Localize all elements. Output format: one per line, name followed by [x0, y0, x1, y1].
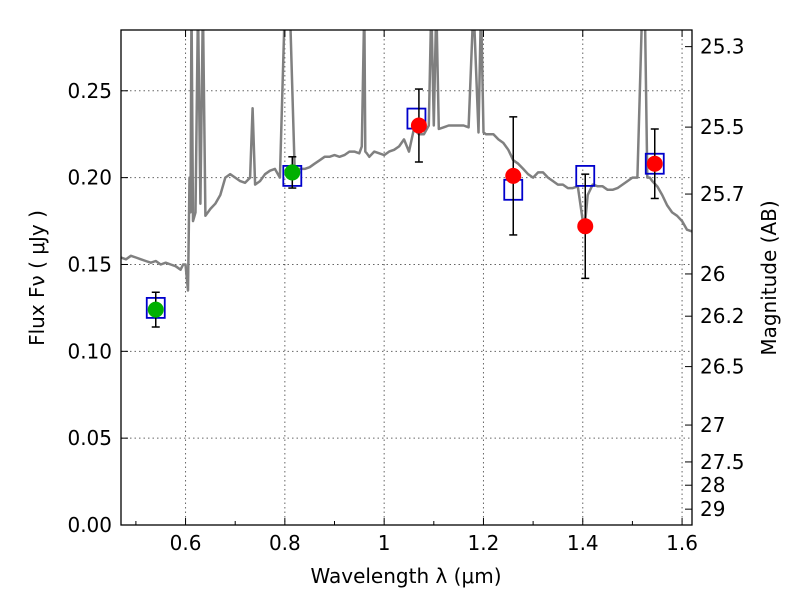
photometry-points [145, 88, 665, 328]
red-data-point [577, 218, 594, 235]
green-data-point [147, 301, 164, 318]
red-data-point [646, 155, 663, 172]
red-data-point [505, 167, 522, 184]
red-data-point [410, 117, 427, 134]
mag-tick-label: 25.5 [700, 115, 745, 139]
mag-tick-label: 28 [700, 473, 725, 497]
magnitude-axis-label: Magnitude (AB) [757, 200, 781, 355]
mag-tick-label: 25.3 [700, 35, 745, 59]
template-spectrum [121, 30, 692, 292]
spectrum-line [121, 30, 692, 292]
x-axis-label: Wavelength λ (μm) [310, 564, 501, 588]
x-tick-label: 1 [378, 531, 391, 555]
grid [121, 30, 692, 525]
x-tick-label: 1.2 [468, 531, 500, 555]
y-tick-label: 0.10 [67, 339, 112, 363]
y-tick-label: 0.25 [67, 79, 112, 103]
green-data-point [284, 164, 301, 181]
mag-tick-label: 26.2 [700, 304, 745, 328]
mag-tick-label: 26.5 [700, 355, 745, 379]
y-tick-label: 0.00 [67, 513, 112, 537]
x-tick-label: 0.8 [269, 531, 301, 555]
axis-ticks: 0.6 0.8 1 1.2 1.4 1.6 0.00 0.05 0.10 0.15 0.20 0.25… [67, 30, 745, 555]
x-tick-label: 1.6 [666, 531, 698, 555]
plot-frame [120, 29, 693, 526]
mag-tick-label: 27 [700, 413, 725, 437]
mag-tick-label: 29 [700, 497, 725, 521]
y-tick-label: 0.05 [67, 426, 112, 450]
y-axis-label: Flux Fν ( μJy ) [25, 210, 49, 346]
x-tick-label: 0.6 [170, 531, 202, 555]
mag-tick-label: 25.7 [700, 182, 745, 206]
mag-tick-label: 27.5 [700, 450, 745, 474]
x-tick-label: 1.4 [567, 531, 599, 555]
y-tick-label: 0.20 [67, 166, 112, 190]
mag-tick-label: 26 [700, 262, 725, 286]
y-tick-label: 0.15 [67, 252, 112, 276]
